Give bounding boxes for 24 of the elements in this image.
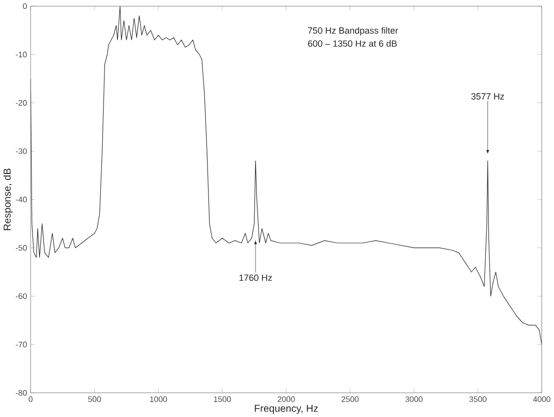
x-tick-label: 3500 bbox=[469, 396, 486, 402]
y-tick-label: -80 bbox=[16, 390, 27, 396]
annotation: 600 – 1350 Hz at 6 dB bbox=[308, 40, 397, 47]
y-tick-label: -40 bbox=[16, 196, 27, 202]
y-tick-label: -60 bbox=[16, 293, 27, 299]
x-tick-label: 1000 bbox=[150, 396, 167, 402]
y-axis-title: Response, dB bbox=[3, 168, 13, 230]
y-tick-label: -30 bbox=[16, 148, 27, 154]
annotation: 1760 Hz bbox=[239, 274, 272, 281]
x-tick-label: 4000 bbox=[533, 396, 550, 402]
x-tick-label: 0 bbox=[28, 396, 33, 402]
x-tick-label: 3000 bbox=[405, 396, 423, 402]
y-tick-label: -50 bbox=[16, 244, 27, 251]
y-tick-label: -70 bbox=[16, 342, 27, 348]
annotation: 3577 Hz bbox=[471, 93, 504, 100]
y-tick-label: -20 bbox=[16, 100, 27, 106]
x-tick-label: 2500 bbox=[342, 396, 359, 402]
x-axis-title: Frequency, Hz bbox=[254, 404, 318, 414]
y-tick-label: 0 bbox=[22, 3, 27, 9]
x-tick-label: 2000 bbox=[278, 396, 295, 402]
x-tick-label: 500 bbox=[88, 396, 101, 402]
annotation: 750 Hz Bandpass filter bbox=[308, 27, 398, 36]
y-tick-label: -10 bbox=[16, 52, 27, 58]
x-tick-label: 1500 bbox=[214, 396, 231, 402]
